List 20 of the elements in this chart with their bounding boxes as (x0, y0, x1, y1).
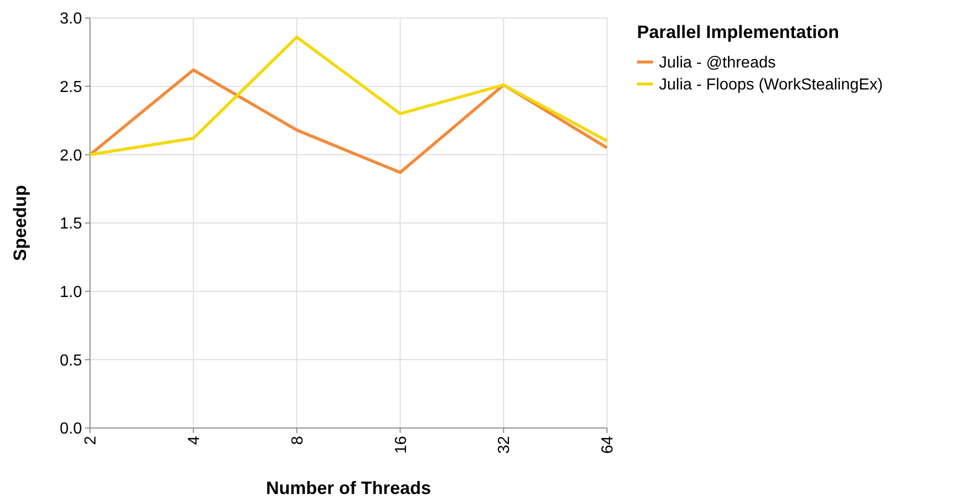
x-tick-label: 4 (186, 436, 203, 445)
y-axis-title: Speedup (10, 184, 30, 262)
legend-title: Parallel Implementation (637, 22, 840, 42)
line-series (88, 36, 608, 156)
x-axis-title: Number of Threads (266, 478, 432, 498)
y-tick-label: 1.0 (60, 284, 82, 301)
y-tick-label: 2.0 (60, 147, 82, 164)
y-tick-label: 0.5 (60, 352, 82, 370)
x-tick-label: 2 (82, 436, 100, 445)
y-tick-label: 3.0 (60, 10, 82, 28)
x-tick-label: 64 (600, 436, 617, 454)
x-tick-label: 8 (289, 436, 306, 445)
x-tick-label: 16 (392, 436, 410, 454)
y-tick-label: 1.5 (60, 216, 82, 233)
y-tick-label: 0.0 (60, 420, 82, 438)
x-tick-label: 32 (496, 436, 514, 454)
line-series (88, 68, 608, 174)
legend-label: Julia - @threads (659, 54, 776, 72)
legend-label: Julia - Floops (WorkStealingEx) (659, 76, 883, 94)
y-tick-label: 2.5 (60, 78, 82, 96)
